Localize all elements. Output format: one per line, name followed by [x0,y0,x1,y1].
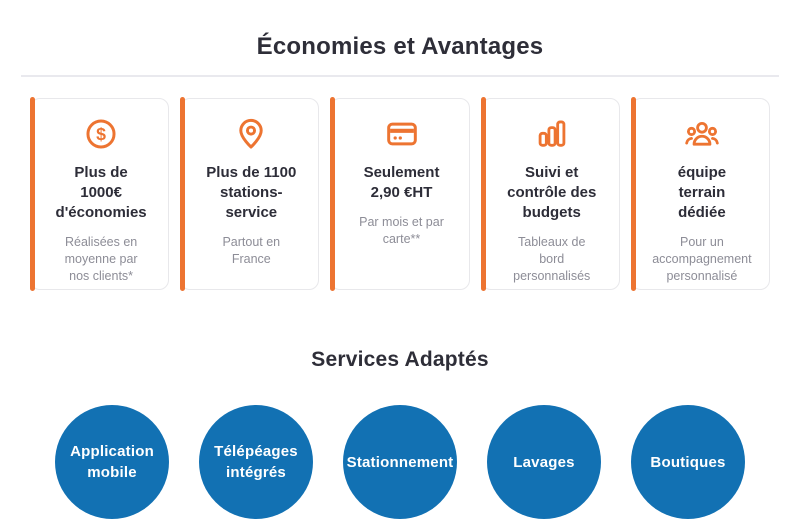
benefit-card-budgets: Suivi et contrôle des budgets Tableaux d… [480,97,620,291]
card-title: Plus de 1100 stations- service [206,164,297,221]
card-title: Suivi et contrôle des budgets [507,164,597,221]
benefit-card-price: Seulement 2,90 €HT Par mois et par carte… [330,97,470,291]
benefit-cards-row: $ Plus de 1000€ d'économies Réalisées en… [0,97,800,291]
benefit-card-team: équipe terrain dédiée Pour un accompagne… [630,97,771,291]
card-subtitle: Tableaux de bord personnalisés [513,235,591,283]
service-circle-application-mobile: Application mobile [55,405,169,519]
service-circle-telepeages: Télépéages intégrés [199,405,313,519]
benefit-card-savings: $ Plus de 1000€ d'économies Réalisées en… [30,97,170,291]
credit-card-icon [343,116,459,152]
benefits-section-title: Économies et Avantages [256,33,544,60]
card-title: équipe terrain dédiée [677,164,727,221]
dollar-circle-icon: $ [43,116,159,152]
team-icon [644,116,760,152]
card-title: Plus de 1000€ d'économies [55,164,147,221]
card-subtitle: Réalisées en moyenne par nos clients* [64,235,138,283]
benefit-card-stations: Plus de 1100 stations- service Partout e… [180,97,320,291]
service-circles-row: Application mobile Télépéages intégrés S… [0,405,800,519]
service-circle-lavages: Lavages [487,405,601,519]
services-section-title: Services Adaptés [311,348,489,371]
svg-text:$: $ [96,124,106,144]
map-pin-icon [193,116,309,152]
card-title: Seulement 2,90 €HT [363,164,440,201]
service-circle-stationnement: Stationnement [343,405,457,519]
bar-chart-icon [494,116,610,152]
card-subtitle: Partout en France [222,235,281,266]
section-divider [21,75,779,77]
service-circle-boutiques: Boutiques [631,405,745,519]
card-subtitle: Pour un accompagnement personnalisé [652,235,752,283]
card-subtitle: Par mois et par carte** [359,215,444,246]
